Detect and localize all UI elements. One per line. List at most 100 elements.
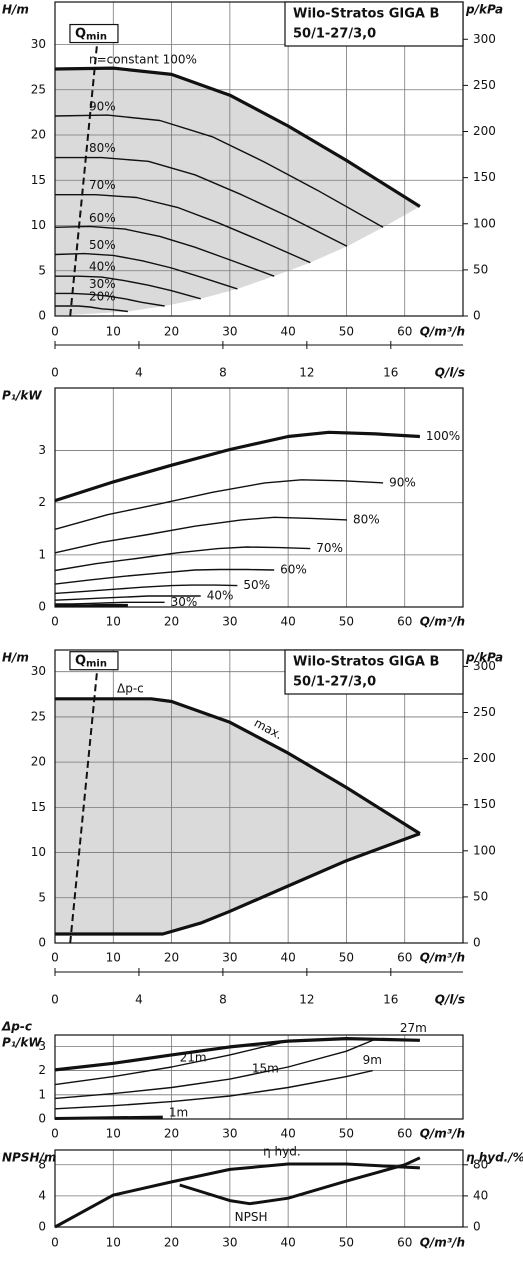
x-tick-label: 0 bbox=[51, 951, 59, 965]
x2-tick-label: 8 bbox=[219, 366, 227, 380]
y-tick-label: 10 bbox=[31, 845, 46, 859]
x-axis-label: Q/m³/h bbox=[420, 1236, 465, 1250]
qmin-q: Q bbox=[75, 26, 86, 41]
x2-tick-label: 16 bbox=[383, 366, 398, 380]
x-tick-label: 60 bbox=[397, 325, 412, 339]
x-axis-label: Q/m³/h bbox=[420, 951, 465, 965]
x-tick-label: 30 bbox=[222, 1127, 237, 1141]
x-tick-label: 40 bbox=[281, 1127, 296, 1141]
plot-frame bbox=[54, 1, 464, 317]
x-axis-label: Q/m³/h bbox=[420, 1127, 465, 1141]
x-tick-label: 40 bbox=[281, 951, 296, 965]
curve-label: 90% bbox=[389, 475, 416, 489]
qmin-line bbox=[69, 44, 98, 317]
x-tick-label: 60 bbox=[397, 1236, 412, 1250]
x-tick-label: 30 bbox=[222, 951, 237, 965]
y-tick-label: 0 bbox=[38, 936, 46, 950]
qmin-box bbox=[69, 23, 119, 44]
x-tick-label: 10 bbox=[106, 951, 121, 965]
curve-label: 50% bbox=[243, 578, 270, 592]
y-tick-label: 3 bbox=[38, 1039, 46, 1053]
title: Wilo-Stratos GIGA B bbox=[293, 7, 439, 22]
curve-label: 50% bbox=[89, 238, 116, 252]
qmin-line bbox=[69, 671, 98, 944]
title: 50/1-27/3,0 bbox=[293, 675, 376, 690]
y-tick-label: 10 bbox=[31, 218, 46, 232]
y-tick-label: 5 bbox=[38, 263, 46, 277]
curve bbox=[54, 430, 420, 503]
plot-frame bbox=[54, 387, 464, 608]
curve bbox=[55, 603, 128, 608]
plot-frame bbox=[54, 649, 464, 944]
curve-label: 70% bbox=[316, 541, 343, 555]
curve bbox=[54, 1037, 420, 1072]
x2-tick-label: 0 bbox=[51, 366, 59, 380]
x2-axis-label: Q/l/s bbox=[435, 366, 465, 380]
curve-label: 90% bbox=[89, 100, 116, 114]
x-tick-label: 20 bbox=[164, 1236, 179, 1250]
y2-tick-label: 250 bbox=[473, 705, 496, 719]
curve-label: 30% bbox=[89, 277, 116, 291]
y-axis-label: H/m bbox=[2, 3, 29, 17]
y-tick-label: 25 bbox=[31, 82, 46, 96]
x-tick-label: 30 bbox=[222, 325, 237, 339]
y2-tick-label: 250 bbox=[473, 78, 496, 92]
x2-tick-label: 4 bbox=[135, 993, 143, 1007]
x-tick-label: 20 bbox=[164, 1127, 179, 1141]
x-axis-label: Q/m³/h bbox=[420, 325, 465, 339]
y-axis-label: P₁/kW bbox=[2, 389, 42, 403]
y-axis-label: H/m bbox=[2, 651, 29, 665]
curve bbox=[54, 1040, 289, 1086]
qmin-label: Qmin bbox=[75, 26, 107, 43]
curve bbox=[54, 114, 384, 228]
curve bbox=[54, 1069, 373, 1110]
y2-axis-label: p/kPa bbox=[465, 651, 503, 665]
curve bbox=[54, 479, 384, 530]
qmin-q: Q bbox=[75, 653, 86, 668]
curve bbox=[55, 305, 128, 313]
y-tick-label: 25 bbox=[31, 709, 46, 723]
y-tick-label: 0 bbox=[38, 1112, 46, 1126]
curve bbox=[54, 595, 201, 601]
curve bbox=[55, 275, 201, 300]
x2-tick-label: 12 bbox=[299, 366, 314, 380]
curve-label: NPSH bbox=[235, 1210, 268, 1224]
curve bbox=[54, 1115, 163, 1120]
curve bbox=[54, 1038, 376, 1100]
x2-tick-label: 12 bbox=[299, 993, 314, 1007]
y2-tick-label: 0 bbox=[473, 936, 481, 950]
curve bbox=[55, 832, 421, 936]
y-tick-label: 30 bbox=[31, 664, 46, 678]
operating-area bbox=[55, 68, 420, 316]
x-tick-label: 20 bbox=[164, 615, 179, 629]
x-tick-label: 50 bbox=[339, 951, 354, 965]
x-tick-label: 40 bbox=[281, 1236, 296, 1250]
y2-tick-label: 0 bbox=[473, 309, 481, 323]
y-axis-label: P₁/kW bbox=[2, 1036, 42, 1050]
title: Wilo-Stratos GIGA B bbox=[293, 655, 439, 670]
y-tick-label: 20 bbox=[31, 755, 46, 769]
x-tick-label: 10 bbox=[106, 1236, 121, 1250]
title-box bbox=[284, 1, 464, 47]
y-tick-label: 0 bbox=[38, 600, 46, 614]
curve-label: 9m bbox=[363, 1053, 382, 1067]
y-axis-label: Δp-c bbox=[1, 1020, 32, 1034]
curve bbox=[55, 156, 348, 247]
curve-label: 1m bbox=[169, 1106, 188, 1120]
y-tick-label: 2 bbox=[38, 495, 46, 509]
y-tick-label: 20 bbox=[31, 128, 46, 142]
y-tick-label: 5 bbox=[38, 890, 46, 904]
x-tick-label: 30 bbox=[222, 1236, 237, 1250]
y2-tick-label: 40 bbox=[473, 1188, 488, 1202]
curve bbox=[55, 601, 165, 605]
x-tick-label: 0 bbox=[51, 325, 59, 339]
curve-label: 70% bbox=[89, 178, 116, 192]
curve-label: 27m bbox=[400, 1021, 427, 1035]
x2-tick-label: 8 bbox=[219, 993, 227, 1007]
curve bbox=[179, 1156, 421, 1206]
y2-tick-label: 200 bbox=[473, 751, 496, 765]
y2-axis-label: η hyd./% bbox=[466, 1151, 523, 1165]
y2-tick-label: 50 bbox=[473, 262, 488, 276]
y-tick-label: 4 bbox=[38, 1188, 46, 1202]
